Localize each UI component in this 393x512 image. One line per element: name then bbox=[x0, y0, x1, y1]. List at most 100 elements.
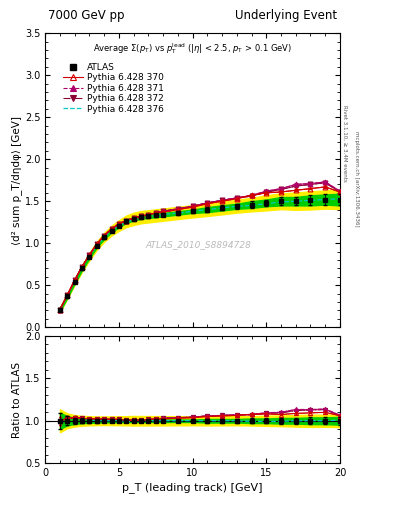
Pythia 6.428 372 bbox=[161, 208, 165, 215]
Line: Pythia 6.428 370: Pythia 6.428 370 bbox=[57, 184, 342, 312]
Pythia 6.428 372 bbox=[65, 292, 70, 298]
Line: Pythia 6.428 371: Pythia 6.428 371 bbox=[57, 180, 342, 312]
Pythia 6.428 370 bbox=[72, 277, 77, 283]
Text: Rivet 3.1.10, ≥ 3.4M events: Rivet 3.1.10, ≥ 3.4M events bbox=[343, 105, 348, 182]
Pythia 6.428 371 bbox=[139, 214, 143, 220]
Pythia 6.428 370 bbox=[308, 185, 313, 191]
Pythia 6.428 376 bbox=[131, 217, 136, 223]
Pythia 6.428 370 bbox=[124, 218, 129, 224]
Pythia 6.428 372 bbox=[131, 215, 136, 221]
Pythia 6.428 376 bbox=[87, 253, 92, 259]
X-axis label: p_T (leading track) [GeV]: p_T (leading track) [GeV] bbox=[122, 482, 263, 493]
Pythia 6.428 376 bbox=[146, 214, 151, 220]
Pythia 6.428 372 bbox=[146, 211, 151, 218]
Pythia 6.428 370 bbox=[139, 214, 143, 220]
Pythia 6.428 370 bbox=[131, 215, 136, 221]
Pythia 6.428 371 bbox=[293, 181, 298, 187]
Pythia 6.428 371 bbox=[176, 206, 180, 212]
Pythia 6.428 371 bbox=[264, 188, 269, 194]
Pythia 6.428 370 bbox=[153, 210, 158, 216]
Pythia 6.428 371 bbox=[161, 208, 165, 215]
Pythia 6.428 376 bbox=[234, 203, 239, 209]
Pythia 6.428 372 bbox=[279, 186, 283, 193]
Pythia 6.428 371 bbox=[65, 292, 70, 298]
Pythia 6.428 370 bbox=[264, 190, 269, 196]
Pythia 6.428 372 bbox=[338, 189, 342, 195]
Y-axis label: ⟨d² sum p_T/dηdφ⟩ [GeV]: ⟨d² sum p_T/dηdφ⟩ [GeV] bbox=[11, 116, 22, 245]
Pythia 6.428 371 bbox=[131, 215, 136, 221]
Pythia 6.428 376 bbox=[109, 227, 114, 233]
Pythia 6.428 376 bbox=[323, 197, 328, 203]
Pythia 6.428 371 bbox=[279, 185, 283, 191]
Pythia 6.428 372 bbox=[264, 189, 269, 195]
Pythia 6.428 370 bbox=[220, 198, 224, 204]
Pythia 6.428 376 bbox=[116, 223, 121, 229]
Pythia 6.428 376 bbox=[308, 197, 313, 203]
Pythia 6.428 371 bbox=[80, 264, 84, 270]
Pythia 6.428 370 bbox=[65, 292, 70, 298]
Pythia 6.428 370 bbox=[249, 193, 254, 199]
Pythia 6.428 371 bbox=[153, 210, 158, 216]
Pythia 6.428 370 bbox=[190, 204, 195, 210]
Pythia 6.428 370 bbox=[102, 232, 107, 239]
Pythia 6.428 376 bbox=[220, 205, 224, 211]
Text: mcplots.cern.ch [arXiv:1306.3436]: mcplots.cern.ch [arXiv:1306.3436] bbox=[354, 132, 359, 227]
Pythia 6.428 376 bbox=[72, 277, 77, 283]
Pythia 6.428 372 bbox=[87, 252, 92, 258]
Pythia 6.428 376 bbox=[249, 202, 254, 208]
Pythia 6.428 372 bbox=[72, 277, 77, 283]
Pythia 6.428 370 bbox=[109, 226, 114, 232]
Pythia 6.428 371 bbox=[124, 218, 129, 224]
Pythia 6.428 370 bbox=[161, 209, 165, 215]
Pythia 6.428 376 bbox=[58, 307, 62, 313]
Pythia 6.428 376 bbox=[205, 206, 210, 212]
Pythia 6.428 370 bbox=[58, 307, 62, 313]
Pythia 6.428 372 bbox=[102, 232, 107, 239]
Pythia 6.428 370 bbox=[293, 187, 298, 194]
Pythia 6.428 376 bbox=[80, 264, 84, 270]
Text: 7000 GeV pp: 7000 GeV pp bbox=[48, 9, 125, 22]
Pythia 6.428 370 bbox=[176, 206, 180, 212]
Pythia 6.428 371 bbox=[146, 211, 151, 218]
Pythia 6.428 370 bbox=[205, 201, 210, 207]
Pythia 6.428 372 bbox=[176, 206, 180, 212]
Pythia 6.428 372 bbox=[234, 195, 239, 201]
Pythia 6.428 372 bbox=[153, 210, 158, 216]
Pythia 6.428 376 bbox=[124, 219, 129, 225]
Pythia 6.428 376 bbox=[153, 212, 158, 219]
Pythia 6.428 376 bbox=[279, 199, 283, 205]
Line: Pythia 6.428 372: Pythia 6.428 372 bbox=[57, 180, 342, 312]
Pythia 6.428 372 bbox=[190, 203, 195, 209]
Pythia 6.428 371 bbox=[94, 241, 99, 247]
Pythia 6.428 372 bbox=[308, 181, 313, 187]
Pythia 6.428 370 bbox=[323, 184, 328, 190]
Pythia 6.428 371 bbox=[109, 226, 114, 232]
Pythia 6.428 371 bbox=[338, 188, 342, 194]
Pythia 6.428 371 bbox=[220, 197, 224, 203]
Pythia 6.428 372 bbox=[80, 264, 84, 270]
Pythia 6.428 376 bbox=[139, 215, 143, 221]
Pythia 6.428 372 bbox=[249, 193, 254, 199]
Line: Pythia 6.428 376: Pythia 6.428 376 bbox=[60, 199, 340, 310]
Pythia 6.428 372 bbox=[116, 221, 121, 227]
Pythia 6.428 371 bbox=[58, 307, 62, 313]
Pythia 6.428 372 bbox=[109, 226, 114, 232]
Pythia 6.428 370 bbox=[234, 196, 239, 202]
Pythia 6.428 372 bbox=[124, 218, 129, 224]
Pythia 6.428 371 bbox=[190, 203, 195, 209]
Pythia 6.428 371 bbox=[102, 232, 107, 239]
Pythia 6.428 376 bbox=[190, 208, 195, 215]
Pythia 6.428 370 bbox=[338, 189, 342, 195]
Pythia 6.428 376 bbox=[176, 210, 180, 216]
Pythia 6.428 371 bbox=[205, 200, 210, 206]
Pythia 6.428 376 bbox=[264, 201, 269, 207]
Pythia 6.428 372 bbox=[293, 183, 298, 189]
Pythia 6.428 370 bbox=[87, 252, 92, 258]
Pythia 6.428 371 bbox=[234, 195, 239, 201]
Pythia 6.428 371 bbox=[72, 277, 77, 283]
Text: Underlying Event: Underlying Event bbox=[235, 9, 337, 22]
Pythia 6.428 370 bbox=[94, 241, 99, 247]
Pythia 6.428 372 bbox=[58, 307, 62, 313]
Pythia 6.428 371 bbox=[323, 179, 328, 185]
Pythia 6.428 370 bbox=[146, 211, 151, 218]
